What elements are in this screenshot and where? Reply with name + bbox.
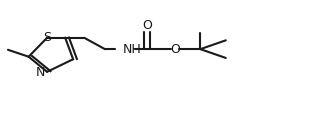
Text: O: O [142,19,152,32]
Text: NH: NH [122,43,141,56]
Text: S: S [43,31,51,44]
Text: O: O [170,43,180,56]
Text: N: N [36,66,45,79]
